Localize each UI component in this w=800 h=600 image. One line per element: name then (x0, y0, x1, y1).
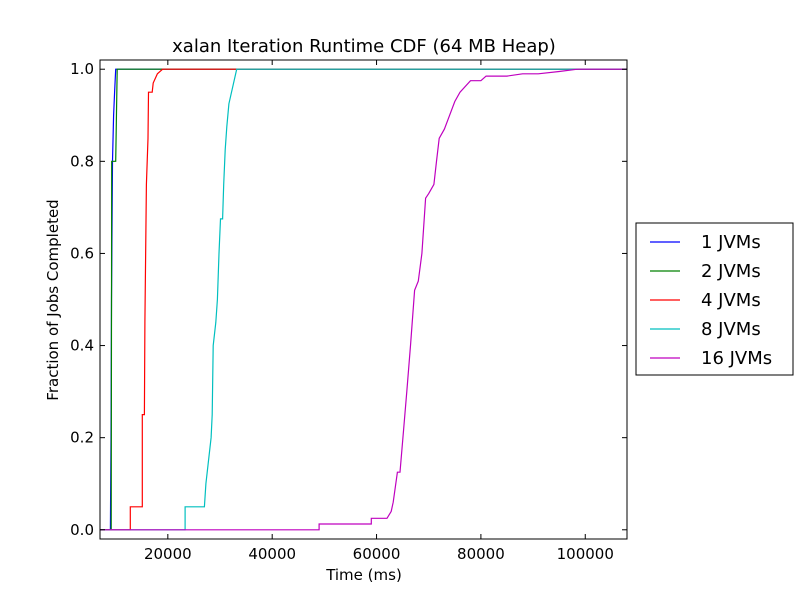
y-tick-label: 0.8 (70, 152, 94, 170)
plot-lines (100, 68, 627, 531)
x-tick-label: 60000 (353, 545, 401, 563)
axis-ticks: 20000 40000 60000 80000 100000 0.0 0.2 0.4 0.6 0.… (70, 60, 627, 563)
y-tick-label: 0.0 (70, 521, 94, 539)
legend-box (635, 222, 794, 376)
x-tick-label: 100000 (557, 545, 614, 563)
series-line-3 (100, 68, 627, 531)
y-tick-label: 1.0 (70, 60, 94, 78)
legend-label: 1 JVMs (701, 232, 761, 253)
series-line-2 (100, 68, 627, 531)
legend-label: 4 JVMs (701, 290, 761, 311)
series-line-5 (100, 68, 627, 531)
y-tick-label: 0.6 (70, 244, 94, 262)
x-tick-label: 20000 (144, 545, 192, 563)
series-line-4 (100, 68, 627, 531)
x-tick-label: 80000 (457, 545, 505, 563)
y-axis-label: Fraction of Jobs Completed (44, 199, 62, 400)
legend-label: 16 JVMs (701, 348, 772, 369)
chart-title: xalan Iteration Runtime CDF (64 MB Heap) (172, 36, 556, 57)
legend-label: 8 JVMs (701, 319, 761, 340)
series-line-1 (100, 68, 627, 531)
x-axis-label: Time (ms) (325, 566, 402, 584)
plot-frame (99, 59, 628, 540)
x-tick-label: 40000 (248, 545, 296, 563)
legend: 1 JVMs 2 JVMs 4 JVMs 8 JVMs 16 JVMs (635, 222, 794, 376)
legend-label: 2 JVMs (701, 261, 761, 282)
y-tick-label: 0.2 (70, 429, 94, 447)
y-tick-label: 0.4 (70, 337, 94, 355)
